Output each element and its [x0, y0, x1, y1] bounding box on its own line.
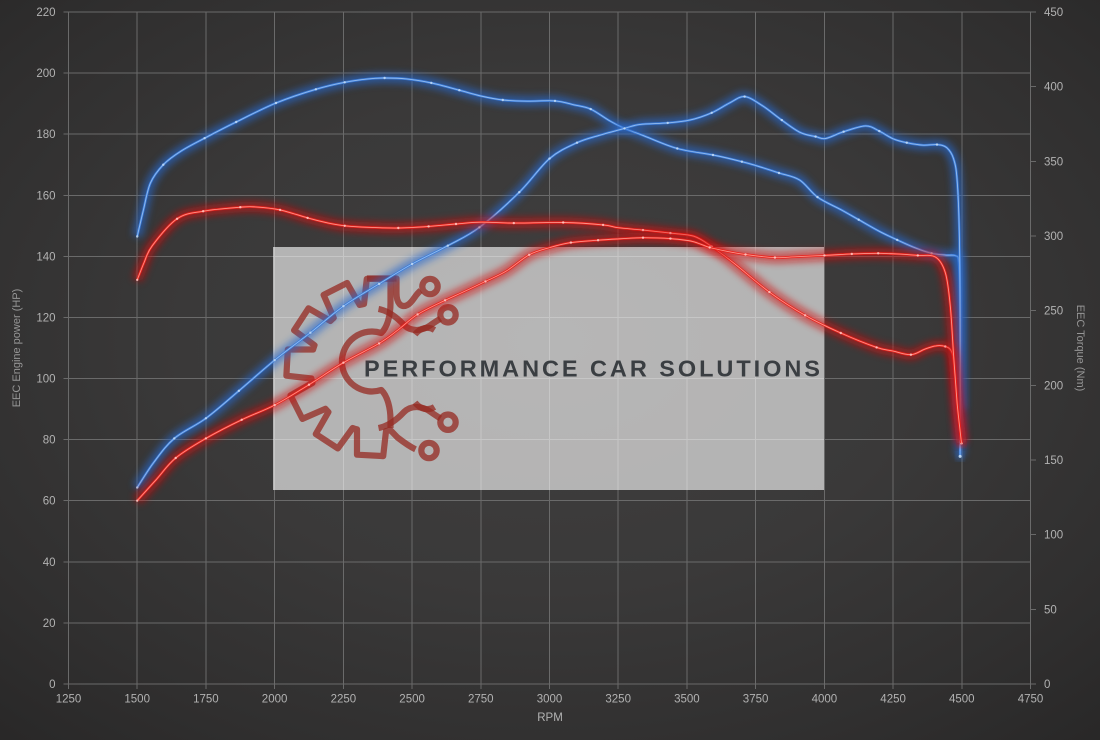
svg-text:300: 300 — [1044, 231, 1063, 243]
svg-text:RPM: RPM — [537, 712, 563, 724]
svg-text:3000: 3000 — [537, 694, 563, 706]
svg-text:2000: 2000 — [262, 694, 288, 706]
svg-text:1750: 1750 — [193, 694, 219, 706]
svg-text:150: 150 — [1044, 455, 1063, 467]
svg-text:220: 220 — [36, 7, 55, 19]
svg-text:120: 120 — [36, 313, 55, 325]
svg-text:60: 60 — [43, 496, 56, 508]
svg-text:100: 100 — [36, 374, 55, 386]
svg-text:2500: 2500 — [399, 694, 425, 706]
svg-text:400: 400 — [1044, 82, 1063, 94]
svg-text:450: 450 — [1044, 7, 1063, 19]
svg-text:250: 250 — [1044, 306, 1063, 318]
svg-text:EEC Torque (Nm): EEC Torque (Nm) — [1074, 305, 1086, 392]
svg-text:3500: 3500 — [674, 694, 700, 706]
svg-text:4250: 4250 — [880, 694, 906, 706]
svg-text:200: 200 — [36, 68, 55, 80]
svg-text:0: 0 — [49, 679, 55, 691]
svg-text:3250: 3250 — [605, 694, 631, 706]
svg-text:20: 20 — [43, 618, 56, 630]
svg-text:350: 350 — [1044, 156, 1063, 168]
svg-text:4000: 4000 — [812, 694, 838, 706]
svg-text:160: 160 — [36, 190, 55, 202]
svg-text:40: 40 — [43, 557, 56, 569]
svg-text:3750: 3750 — [743, 694, 769, 706]
svg-text:2250: 2250 — [331, 694, 357, 706]
svg-text:180: 180 — [36, 129, 55, 141]
svg-text:80: 80 — [43, 435, 56, 447]
svg-text:2750: 2750 — [468, 694, 494, 706]
svg-text:0: 0 — [1044, 679, 1050, 691]
svg-text:1250: 1250 — [56, 694, 82, 706]
svg-text:1500: 1500 — [124, 694, 150, 706]
svg-text:140: 140 — [36, 251, 55, 263]
svg-text:EEC Engine power (HP): EEC Engine power (HP) — [11, 289, 23, 408]
svg-text:50: 50 — [1044, 604, 1057, 616]
svg-text:200: 200 — [1044, 380, 1063, 392]
svg-text:PERFORMANCE CAR SOLUTIONS: PERFORMANCE CAR SOLUTIONS — [364, 356, 823, 382]
svg-text:4500: 4500 — [949, 694, 975, 706]
svg-text:100: 100 — [1044, 530, 1063, 542]
svg-text:4750: 4750 — [1018, 694, 1044, 706]
